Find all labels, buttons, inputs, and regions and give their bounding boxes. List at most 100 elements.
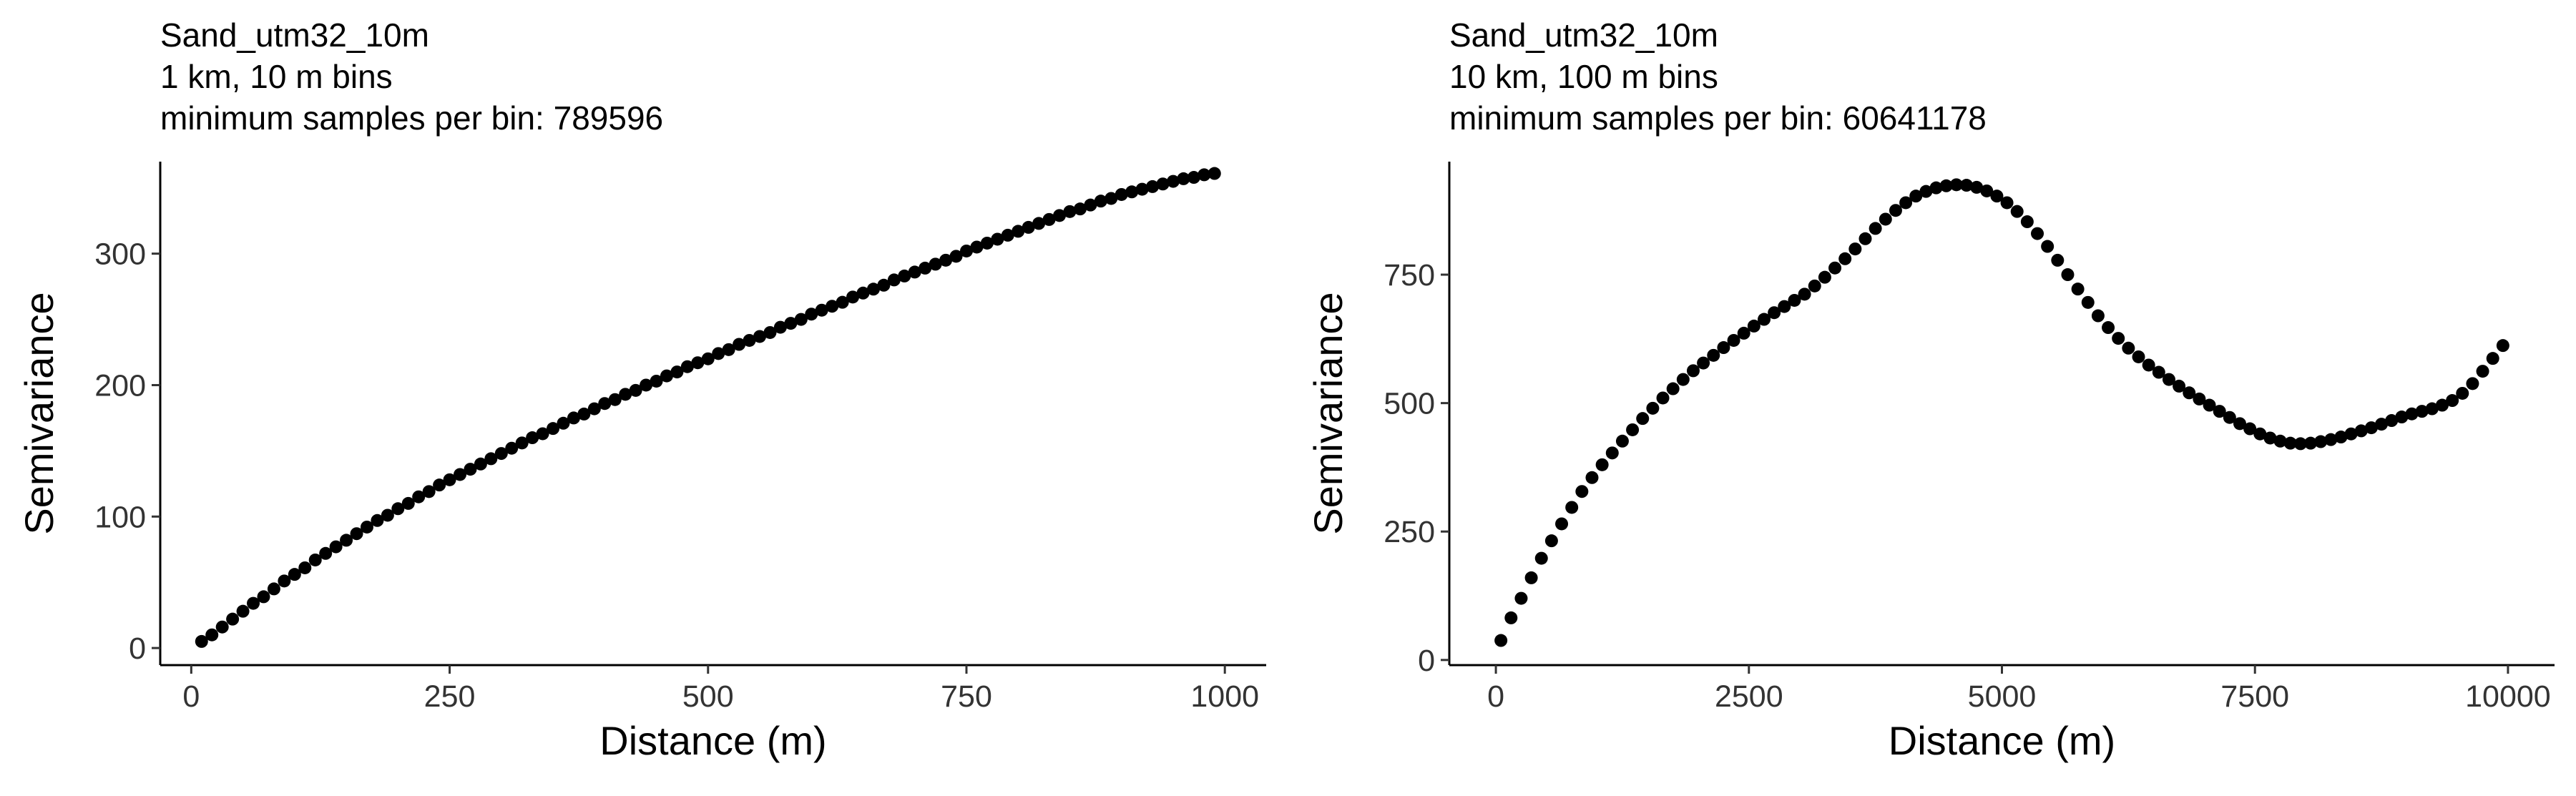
x-tick-label: 0 — [182, 679, 200, 714]
data-point — [1053, 209, 1067, 222]
data-point — [1524, 571, 1538, 584]
data-point — [1605, 446, 1619, 460]
data-point — [1094, 195, 1107, 208]
x-tick-label: 500 — [682, 679, 734, 714]
data-point — [1032, 217, 1046, 230]
data-point — [949, 250, 963, 263]
data-point — [526, 431, 539, 445]
y-tick-label: 300 — [94, 237, 146, 272]
data-point — [2425, 402, 2439, 416]
chart-panel-right: Sand_utm32_10m 10 km, 100 m bins minimum… — [1288, 0, 2576, 796]
chart-title: Sand_utm32_10m 1 km, 10 m bins minimum s… — [160, 14, 663, 139]
data-point — [2273, 434, 2287, 448]
data-point — [773, 320, 787, 334]
data-point — [412, 490, 426, 503]
data-point — [1808, 279, 1821, 293]
data-point — [670, 365, 684, 379]
data-point — [1838, 252, 1852, 265]
data-point — [908, 265, 921, 279]
data-point — [1534, 551, 1548, 565]
data-point — [1656, 391, 1670, 405]
data-point — [866, 282, 880, 296]
x-tick-label: 7500 — [2220, 679, 2289, 714]
data-point — [877, 278, 891, 292]
chart-subtitle-line-3: minimum samples per bin: 789596 — [160, 99, 664, 137]
data-point — [2344, 427, 2358, 441]
data-point — [970, 240, 984, 254]
data-point — [371, 514, 384, 527]
data-point — [443, 473, 456, 486]
data-point — [1686, 364, 1700, 378]
data-point — [1758, 313, 1771, 326]
x-axis-title: Distance (m) — [599, 718, 826, 763]
data-point — [2193, 392, 2206, 406]
data-point — [1858, 232, 1872, 245]
data-point — [722, 343, 735, 356]
data-point — [1879, 212, 1892, 226]
data-point — [1697, 356, 1710, 370]
x-tick-label: 10000 — [2465, 679, 2551, 714]
data-point — [784, 317, 798, 330]
data-point — [2031, 227, 2044, 240]
data-point — [329, 540, 343, 554]
data-point — [1187, 171, 1200, 185]
x-tick-label: 750 — [941, 679, 992, 714]
data-point — [743, 333, 756, 347]
data-point — [422, 485, 436, 498]
data-point — [226, 612, 240, 626]
data-point — [598, 397, 612, 411]
y-tick-label: 200 — [94, 368, 146, 403]
data-point — [2173, 379, 2186, 393]
data-point — [2243, 422, 2257, 436]
y-tick-label: 750 — [1384, 258, 1435, 293]
data-point — [691, 356, 705, 370]
data-point — [484, 452, 498, 466]
data-point — [608, 393, 622, 406]
data-point — [1105, 192, 1118, 205]
data-point — [1737, 326, 1750, 340]
data-point — [1001, 228, 1014, 242]
data-point — [505, 441, 519, 455]
x-tick-label: 5000 — [1968, 679, 2037, 714]
y-tick-label: 0 — [1418, 644, 1435, 678]
scatter-plot-right: 0 2500 5000 7500 10000 0 250 500 750 Distance (m)… — [1306, 162, 2555, 763]
data-point — [2354, 424, 2368, 438]
data-point — [1747, 319, 1760, 333]
data-point — [2486, 352, 2499, 365]
data-point — [1156, 177, 1170, 191]
data-point — [2385, 414, 2399, 428]
data-point — [1707, 348, 1720, 362]
chart-title: Sand_utm32_10m 10 km, 100 m bins minimum… — [1449, 14, 1987, 139]
data-point — [319, 546, 333, 560]
data-point — [2142, 358, 2155, 372]
data-point — [898, 269, 911, 282]
data-point — [846, 290, 860, 304]
data-point — [587, 402, 601, 416]
data-point — [794, 313, 808, 326]
data-point — [267, 582, 280, 596]
data-point — [2071, 282, 2085, 296]
data-point — [2233, 417, 2246, 431]
data-point — [2496, 339, 2509, 353]
x-tick-label: 2500 — [1715, 679, 1783, 714]
data-point — [1717, 341, 1730, 355]
data-point — [856, 286, 870, 300]
data-point — [1514, 591, 1528, 605]
data-point — [1042, 212, 1056, 226]
data-point — [567, 411, 580, 425]
data-point — [2223, 411, 2236, 424]
data-point — [454, 468, 467, 481]
data-point — [1146, 180, 1160, 193]
data-point — [1494, 634, 1508, 647]
data-point — [2183, 386, 2196, 400]
data-point — [1869, 222, 1882, 235]
data-point — [2263, 431, 2277, 445]
data-point — [1768, 306, 1781, 320]
data-point — [1788, 293, 1801, 307]
data-point — [577, 407, 591, 421]
data-point — [1135, 182, 1149, 196]
data-point — [298, 561, 312, 574]
x-tick-label: 1000 — [1190, 679, 1259, 714]
data-point — [381, 508, 394, 522]
data-point — [1778, 300, 1791, 313]
